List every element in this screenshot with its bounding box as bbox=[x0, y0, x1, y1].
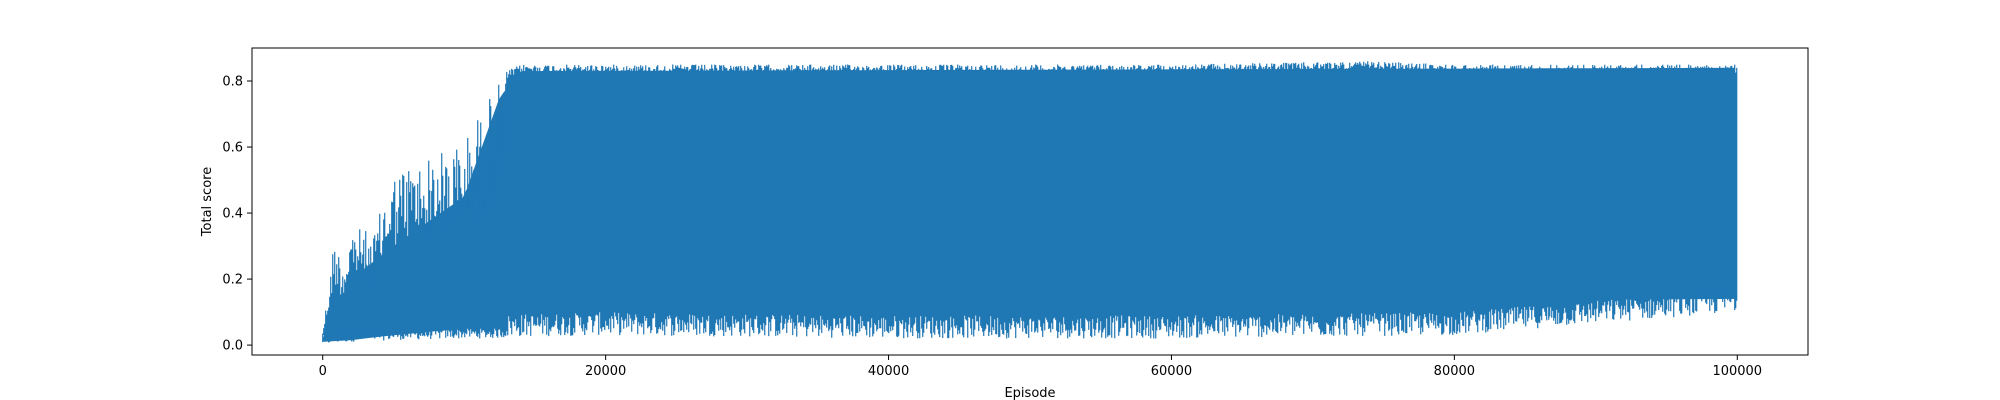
y-tick-label: 0.6 bbox=[222, 141, 243, 156]
y-tick-label: 0.0 bbox=[222, 339, 243, 354]
x-axis-label: Episode bbox=[1004, 386, 1055, 400]
x-axis-ticks: 0 20000 40000 60000 80000 100000 bbox=[319, 355, 1762, 379]
axes-frame bbox=[251, 47, 1809, 356]
y-axis-label: Total score bbox=[200, 167, 215, 237]
y-axis-ticks: 0.0 0.2 0.4 0.6 0.8 bbox=[222, 75, 252, 354]
series-line bbox=[322, 61, 1738, 343]
x-tick-label: 100000 bbox=[1712, 364, 1762, 379]
y-tick-label: 0.2 bbox=[222, 273, 243, 288]
y-tick-label: 0.4 bbox=[222, 207, 243, 222]
x-tick-label: 60000 bbox=[1151, 364, 1192, 379]
y-tick-label: 0.8 bbox=[222, 75, 243, 90]
x-tick-label: 40000 bbox=[868, 364, 909, 379]
plot-area bbox=[322, 61, 1738, 343]
x-tick-label: 80000 bbox=[1434, 364, 1475, 379]
x-tick-label: 20000 bbox=[585, 364, 626, 379]
x-tick-label: 0 bbox=[319, 364, 327, 379]
